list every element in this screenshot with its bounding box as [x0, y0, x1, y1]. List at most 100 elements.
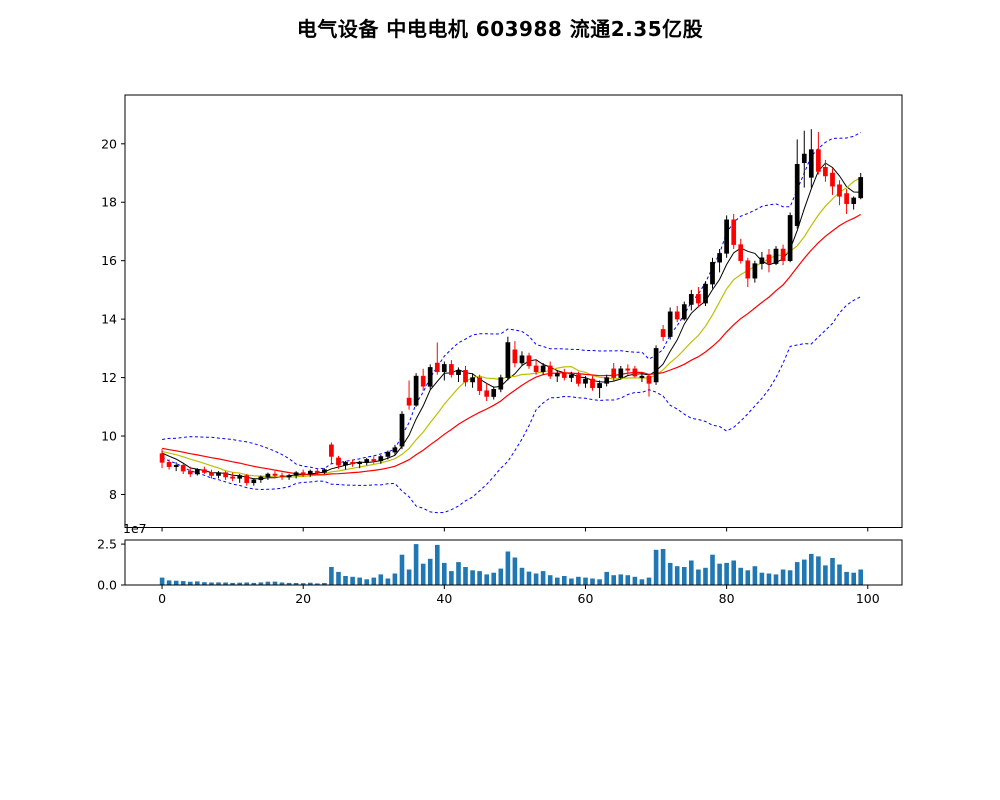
candle-body: [851, 197, 857, 204]
candle-body: [505, 342, 511, 378]
volume-bar: [237, 582, 242, 585]
volume-bar: [378, 574, 384, 585]
candle-body: [830, 172, 835, 187]
volume-bar: [427, 558, 433, 585]
volume-bar: [322, 583, 327, 585]
volume-bar: [576, 576, 581, 585]
candle-body: [639, 375, 645, 378]
volume-bar: [195, 581, 200, 585]
volume-bar: [519, 567, 525, 585]
volume-bar: [442, 562, 447, 585]
volume-bar: [787, 570, 793, 585]
candle-body: [265, 473, 271, 478]
volume-scale-label: 1e7: [123, 521, 147, 536]
volume-bar: [540, 571, 546, 585]
volume-bar: [823, 565, 828, 585]
candle-body: [385, 451, 391, 457]
volume-bar: [802, 559, 807, 585]
candle-body: [787, 215, 793, 261]
candle-body: [590, 378, 595, 389]
candle-body: [844, 193, 849, 204]
candle-body: [540, 365, 546, 372]
volume-bar: [209, 582, 214, 585]
volume-bar: [180, 581, 186, 585]
volume-bar: [202, 582, 207, 585]
volume-bar: [223, 582, 228, 585]
x-tick-label: 80: [719, 591, 735, 606]
candle-body: [554, 372, 560, 377]
volume-bar: [625, 575, 631, 585]
candle-body: [703, 283, 708, 304]
volume-bar: [752, 566, 758, 585]
volume-bar: [794, 562, 800, 585]
candle-body: [667, 311, 673, 337]
candle-body: [632, 368, 638, 377]
candle-body: [512, 349, 518, 364]
candle-body: [300, 472, 306, 475]
candle-body: [357, 462, 363, 465]
candle-body: [597, 383, 602, 389]
candle-body: [611, 368, 617, 378]
volume-bar: [399, 554, 405, 585]
candle-body: [350, 462, 355, 465]
candle-body: [434, 362, 440, 373]
volume-bar: [604, 571, 609, 585]
candle-body: [731, 219, 737, 245]
candle-body: [780, 248, 786, 261]
ma5-line: [161, 162, 861, 480]
volume-bar: [512, 557, 518, 585]
candle-body: [837, 184, 842, 197]
candle-body: [526, 355, 532, 367]
candle-body: [399, 413, 405, 447]
candle-body: [618, 368, 624, 378]
candle-body: [378, 456, 384, 462]
candle-body: [336, 457, 341, 466]
volume-bar: [533, 573, 539, 585]
candle-body: [547, 365, 553, 377]
price-panel-border: [124, 94, 903, 528]
volume-bar: [300, 583, 306, 585]
candle-body: [314, 470, 320, 473]
volume-panel-border: [124, 539, 903, 586]
volume-bar: [724, 562, 729, 585]
candle-body: [463, 370, 468, 383]
boll-upper-line: [162, 131, 861, 470]
volume-bar: [392, 573, 398, 585]
candle-body: [816, 149, 821, 172]
volume-bar: [308, 582, 313, 585]
candle-body: [498, 377, 504, 390]
volume-bar: [858, 569, 863, 585]
candle-body: [180, 465, 186, 472]
candle-body: [223, 472, 228, 478]
volume-bar: [674, 566, 680, 585]
volume-bar: [618, 574, 624, 585]
volume-bar: [590, 578, 595, 585]
candle-body: [801, 153, 807, 164]
candle-body: [477, 377, 482, 392]
volume-bar: [837, 564, 842, 585]
volume-bar: [188, 581, 193, 585]
volume-bar: [498, 568, 504, 585]
candle-body: [660, 329, 666, 337]
candle-body: [696, 294, 701, 304]
candle-body: [427, 367, 433, 387]
candle-body: [766, 254, 772, 264]
candle-body: [293, 472, 299, 476]
candle-body: [484, 390, 490, 397]
candle-body: [646, 375, 652, 384]
candle-body: [688, 294, 694, 305]
volume-bar: [272, 581, 278, 585]
volume-bar: [279, 582, 285, 585]
candle-body: [392, 447, 398, 453]
volume-bar: [491, 572, 496, 585]
volume-bar: [717, 563, 722, 585]
volume-bar: [435, 544, 440, 585]
volume-bar: [830, 558, 835, 585]
candle-body: [441, 364, 447, 372]
x-tick-label: 100: [856, 591, 880, 606]
candle-body: [681, 304, 687, 320]
volume-bar: [357, 577, 362, 585]
volume-bar: [336, 571, 341, 585]
candle-body: [674, 311, 680, 320]
